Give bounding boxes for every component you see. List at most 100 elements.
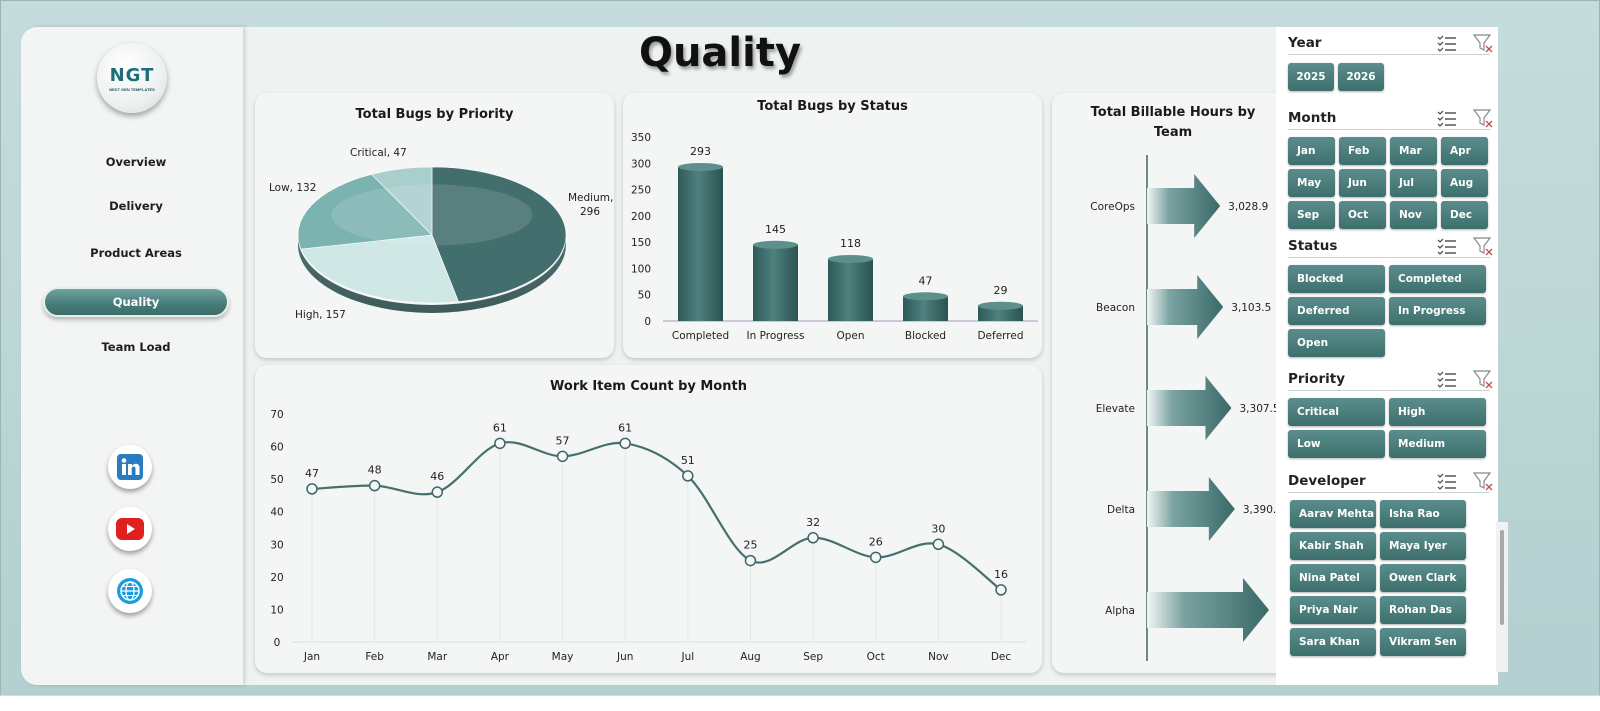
clear-filter-icon[interactable] [1472, 108, 1494, 128]
priority-chip-critical[interactable]: Critical [1288, 398, 1385, 426]
month-chip-feb[interactable]: Feb [1339, 137, 1386, 165]
y-tick-label: 350 [631, 132, 651, 144]
arrow-coreops [1147, 174, 1221, 238]
developer-chip-maya-iyer[interactable]: Maya Iyer [1380, 532, 1466, 560]
month-chip-jul[interactable]: Jul [1390, 169, 1437, 197]
youtube-button[interactable] [108, 507, 152, 551]
developer-slicer-header: Developer [1288, 471, 1493, 493]
developer-chip-rohan-das[interactable]: Rohan Das [1380, 596, 1466, 624]
bar-blocked [903, 296, 948, 321]
status-chip-blocked[interactable]: Blocked [1288, 265, 1385, 293]
priority-slicer-header: Priority [1288, 369, 1493, 391]
chart-title: Work Item Count by Month [550, 379, 747, 394]
multi-select-icon[interactable] [1436, 33, 1458, 53]
developer-chip-nina-patel[interactable]: Nina Patel [1290, 564, 1376, 592]
pie-label: Low, 132 [269, 182, 316, 194]
month-chip-jun[interactable]: Jun [1339, 169, 1386, 197]
month-chip-sep[interactable]: Sep [1288, 201, 1335, 229]
developer-slicer-title: Developer [1288, 473, 1366, 489]
data-label: 61 [618, 421, 632, 434]
data-point [807, 532, 819, 544]
data-point [431, 486, 444, 498]
status-slicer-header: Status [1288, 236, 1493, 258]
nav-item-product-areas[interactable]: Product Areas [90, 246, 182, 260]
status-chip-completed[interactable]: Completed [1389, 265, 1486, 293]
data-point [368, 479, 381, 492]
nav-item-delivery[interactable]: Delivery [109, 199, 163, 213]
month-chip-mar[interactable]: Mar [1390, 137, 1437, 165]
status-chip-in-progress[interactable]: In Progress [1389, 297, 1486, 325]
month-chip-dec[interactable]: Dec [1441, 201, 1488, 229]
arrow-elevate [1147, 376, 1232, 440]
month-chip-apr[interactable]: Apr [1441, 137, 1488, 165]
bugs-by-status-panel: Total Bugs by Status 0 50 100 150 200 250 300 3… [623, 93, 1042, 358]
year-chip-2025[interactable]: 2025 [1288, 63, 1334, 91]
x-tick-label: Dec [991, 651, 1012, 663]
scroll-thumb[interactable] [1500, 530, 1504, 625]
nav-item-overview[interactable]: Overview [105, 155, 167, 169]
clear-filter-icon[interactable] [1472, 33, 1494, 53]
arrow-alpha [1147, 578, 1269, 642]
bar-top [978, 301, 1023, 310]
status-chip-open[interactable]: Open [1288, 329, 1385, 357]
year-chip-2026[interactable]: 2026 [1338, 63, 1384, 91]
developer-chip-priya-nair[interactable]: Priya Nair [1290, 596, 1376, 624]
priority-chip-low[interactable]: Low [1288, 430, 1385, 458]
logo-text: NGT [109, 64, 155, 86]
chart-title: Total Billable Hours by Team [1090, 105, 1256, 140]
developer-chip-kabir-shah[interactable]: Kabir Shah [1290, 532, 1376, 560]
year-slicer-header: Year [1288, 33, 1493, 55]
nav-item-team-load[interactable]: Team Load [101, 340, 171, 354]
arrow-beacon [1147, 275, 1224, 339]
x-tick-label: Deferred [977, 330, 1023, 342]
month-chip-jan[interactable]: Jan [1288, 137, 1335, 165]
y-tick-label: 200 [631, 211, 651, 223]
logo-subtitle: NEXT GEN TEMPLATES [109, 86, 155, 92]
developer-chip-sara-khan[interactable]: Sara Khan [1290, 628, 1376, 656]
developer-chip-owen-clark[interactable]: Owen Clark [1380, 564, 1466, 592]
bar-completed [678, 166, 723, 321]
x-tick-label: Oct [867, 651, 885, 663]
developer-scrollbar[interactable] [1496, 522, 1508, 672]
clear-filter-icon[interactable] [1472, 369, 1494, 389]
month-chip-aug[interactable]: Aug [1441, 169, 1488, 197]
pie-label: Critical, 47 [350, 147, 407, 159]
data-label: 61 [493, 421, 507, 434]
bar-top [678, 162, 723, 171]
multi-select-icon[interactable] [1436, 236, 1458, 256]
data-point [869, 551, 882, 564]
status-chip-deferred[interactable]: Deferred [1288, 297, 1385, 325]
month-chip-nov[interactable]: Nov [1390, 201, 1437, 229]
multi-select-icon[interactable] [1436, 471, 1458, 491]
developer-chip-aarav-mehta[interactable]: Aarav Mehta [1290, 500, 1376, 528]
priority-chip-high[interactable]: High [1389, 398, 1486, 426]
nav-item-quality[interactable]: Quality [43, 287, 229, 317]
developer-chip-vikram-sen[interactable]: Vikram Sen [1380, 628, 1466, 656]
globe-icon [117, 578, 143, 604]
arrow-chart: CoreOps 3,028.9 Beacon 3,103.5 Elevate 3,307.… [1090, 155, 1294, 661]
pie-gloss [331, 184, 533, 246]
clear-filter-icon[interactable] [1472, 471, 1494, 491]
linkedin-button[interactable] [108, 445, 152, 489]
logo: NGT NEXT GEN TEMPLATES [97, 43, 167, 113]
category-label: CoreOps [1090, 201, 1135, 213]
multi-select-icon[interactable] [1436, 108, 1458, 128]
y-tick-label: 50 [638, 290, 651, 302]
y-tick-label: 100 [631, 263, 651, 275]
data-label: 57 [556, 434, 570, 447]
developer-chip-isha-rao[interactable]: Isha Rao [1380, 500, 1466, 528]
chart-title: Total Bugs by Status [757, 99, 908, 114]
month-chip-oct[interactable]: Oct [1339, 201, 1386, 229]
arrow-delta [1147, 477, 1235, 541]
work-item-count-panel: Work Item Count by Month 0 10 20 30 40 50 60 70… [255, 365, 1042, 673]
month-chip-may[interactable]: May [1288, 169, 1335, 197]
x-tick-label: Completed [672, 330, 729, 342]
priority-chip-medium[interactable]: Medium [1389, 430, 1486, 458]
slicer-panel: Year 2025 2026 Month Jan Feb Mar Apr May Jun Ju… [1276, 27, 1498, 685]
clear-filter-icon[interactable] [1472, 236, 1494, 256]
website-button[interactable] [108, 569, 152, 613]
multi-select-icon[interactable] [1436, 369, 1458, 389]
y-tick-label: 60 [270, 442, 283, 454]
y-tick-label: 40 [270, 507, 283, 519]
data-point [932, 538, 945, 551]
